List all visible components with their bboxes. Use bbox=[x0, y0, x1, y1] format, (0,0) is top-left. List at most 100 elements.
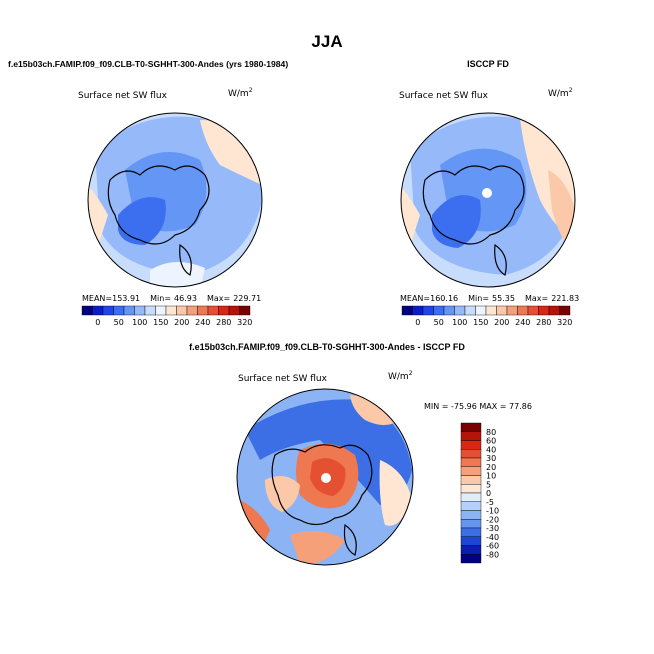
cb-c-swatch-7 bbox=[460, 484, 482, 494]
cb-c-tick-label-14: -80 bbox=[486, 550, 499, 559]
cb-b-tick-label-0: 0 bbox=[415, 318, 420, 327]
cb-b-swatch-1 bbox=[412, 305, 424, 316]
cb-b-swatch-10 bbox=[506, 305, 518, 316]
cb-c-swatch-5 bbox=[460, 466, 482, 476]
cb-a-tick-label-1: 50 bbox=[114, 318, 124, 327]
map-b-greenland bbox=[432, 195, 481, 248]
cb-c-tick-label-0: 80 bbox=[486, 428, 496, 437]
panel-diff-units: W/m2 bbox=[388, 370, 413, 382]
map-b-pole-marker bbox=[482, 188, 492, 198]
cb-c-swatch-0 bbox=[460, 422, 482, 432]
cb-c-tick-label-12: -40 bbox=[486, 533, 499, 542]
cb-a-swatch-12 bbox=[207, 305, 219, 316]
panel-obs-heading: ISCCP FD bbox=[467, 59, 509, 69]
cb-a-tick-label-2: 100 bbox=[132, 318, 147, 327]
cb-b-swatch-4 bbox=[443, 305, 455, 316]
map-b-coast-2 bbox=[494, 243, 507, 276]
panel-obs-variable: Surface net SW flux bbox=[399, 91, 489, 101]
panel-model-variable: Surface net SW flux bbox=[78, 91, 168, 101]
cb-b-swatch-0 bbox=[401, 305, 413, 316]
cb-c-tick-label-2: 40 bbox=[486, 445, 496, 454]
cb-a-swatch-0 bbox=[81, 305, 93, 316]
cb-a-swatch-14 bbox=[228, 305, 240, 316]
cb-c-swatch-11 bbox=[460, 519, 482, 529]
map-a-greenland bbox=[118, 197, 166, 245]
map-c-pole-marker bbox=[321, 473, 331, 483]
cb-a-swatch-15 bbox=[239, 305, 251, 316]
cb-a-swatch-1 bbox=[92, 305, 104, 316]
cb-c-swatch-14 bbox=[460, 545, 482, 555]
cb-b-swatch-11 bbox=[517, 305, 529, 316]
cb-a-swatch-10 bbox=[186, 305, 198, 316]
cb-c-swatch-12 bbox=[460, 527, 482, 537]
cb-c-swatch-1 bbox=[460, 431, 482, 441]
map-c-bottom bbox=[290, 531, 345, 565]
cb-a-swatch-11 bbox=[197, 305, 209, 316]
cb-a-swatch-4 bbox=[123, 305, 135, 316]
panel-diff-variable: Surface net SW flux bbox=[238, 374, 328, 384]
cb-c-tick-label-6: 5 bbox=[486, 480, 491, 489]
cb-c-tick-label-11: -30 bbox=[486, 524, 499, 533]
cb-a-tick-label-0: 0 bbox=[95, 318, 100, 327]
panel-diff-heading: f.e15b03ch.FAMIP.f09_f09.CLB-T0-SGHHT-30… bbox=[189, 342, 465, 352]
cb-b-swatch-5 bbox=[454, 305, 466, 316]
cb-c-swatch-4 bbox=[460, 457, 482, 467]
cb-b-swatch-14 bbox=[548, 305, 560, 316]
panel-model-map bbox=[87, 112, 263, 288]
cb-a-swatch-5 bbox=[134, 305, 146, 316]
cb-b-tick-label-6: 280 bbox=[536, 318, 551, 327]
cb-c-swatch-10 bbox=[460, 510, 482, 520]
cb-c-swatch-9 bbox=[460, 501, 482, 511]
cb-c-tick-label-7: 0 bbox=[486, 489, 491, 498]
cb-a-tick-label-7: 320 bbox=[237, 318, 252, 327]
cb-a-swatch-7 bbox=[155, 305, 167, 316]
cb-a-swatch-9 bbox=[176, 305, 188, 316]
cb-b-swatch-9 bbox=[496, 305, 508, 316]
cb-c-tick-label-10: -20 bbox=[486, 515, 499, 524]
cb-c-tick-label-4: 20 bbox=[486, 463, 496, 472]
panel-obs-colorbar: 0 50 100 150 200 240 280 320 bbox=[401, 305, 572, 327]
panel-model-stats: MEAN=153.91 Min= 46.93 Max= 229.71 bbox=[82, 294, 261, 303]
panel-obs-stats: MEAN=160.16 Min= 55.35 Max= 221.83 bbox=[400, 294, 579, 303]
panel-obs-units: W/m2 bbox=[548, 87, 573, 99]
cb-b-tick-label-4: 200 bbox=[494, 318, 509, 327]
cb-b-swatch-15 bbox=[559, 305, 571, 316]
cb-c-tick-label-1: 60 bbox=[486, 437, 496, 446]
map-c-top-right bbox=[350, 395, 400, 425]
panel-obs-map bbox=[400, 112, 576, 288]
cb-a-tick-label-4: 200 bbox=[174, 318, 189, 327]
cb-c-swatch-6 bbox=[460, 475, 482, 485]
cb-b-swatch-6 bbox=[464, 305, 476, 316]
map-a-coastline bbox=[107, 165, 210, 245]
map-c-coastline bbox=[271, 444, 373, 526]
map-b-border bbox=[400, 112, 576, 288]
map-c-border bbox=[236, 388, 414, 566]
map-a-coast-2 bbox=[179, 243, 192, 276]
cb-c-swatch-8 bbox=[460, 492, 482, 502]
cb-b-tick-label-3: 150 bbox=[473, 318, 488, 327]
cb-b-swatch-8 bbox=[485, 305, 497, 316]
cb-c-tick-label-5: 10 bbox=[486, 472, 496, 481]
cb-a-tick-label-5: 240 bbox=[195, 318, 210, 327]
cb-c-tick-label-8: -5 bbox=[486, 498, 494, 507]
cb-b-swatch-3 bbox=[433, 305, 445, 316]
cb-a-swatch-2 bbox=[102, 305, 114, 316]
main-title: JJA bbox=[311, 32, 342, 51]
cb-a-swatch-3 bbox=[113, 305, 125, 316]
cb-c-tick-label-3: 30 bbox=[486, 454, 496, 463]
cb-a-tick-label-6: 280 bbox=[216, 318, 231, 327]
cb-b-tick-label-2: 100 bbox=[452, 318, 467, 327]
cb-b-tick-label-5: 240 bbox=[515, 318, 530, 327]
cb-c-swatch-2 bbox=[460, 440, 482, 450]
cb-a-swatch-6 bbox=[144, 305, 156, 316]
panel-model-units: W/m2 bbox=[228, 87, 253, 99]
map-a-border bbox=[87, 112, 263, 288]
cb-c-tick-label-13: -60 bbox=[486, 542, 499, 551]
cb-a-swatch-13 bbox=[218, 305, 230, 316]
cb-b-tick-label-7: 320 bbox=[557, 318, 572, 327]
cb-b-tick-label-1: 50 bbox=[434, 318, 444, 327]
panel-diff-map bbox=[236, 388, 414, 566]
cb-a-tick-label-3: 150 bbox=[153, 318, 168, 327]
